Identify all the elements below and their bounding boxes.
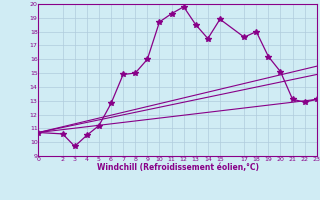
X-axis label: Windchill (Refroidissement éolien,°C): Windchill (Refroidissement éolien,°C): [97, 163, 259, 172]
